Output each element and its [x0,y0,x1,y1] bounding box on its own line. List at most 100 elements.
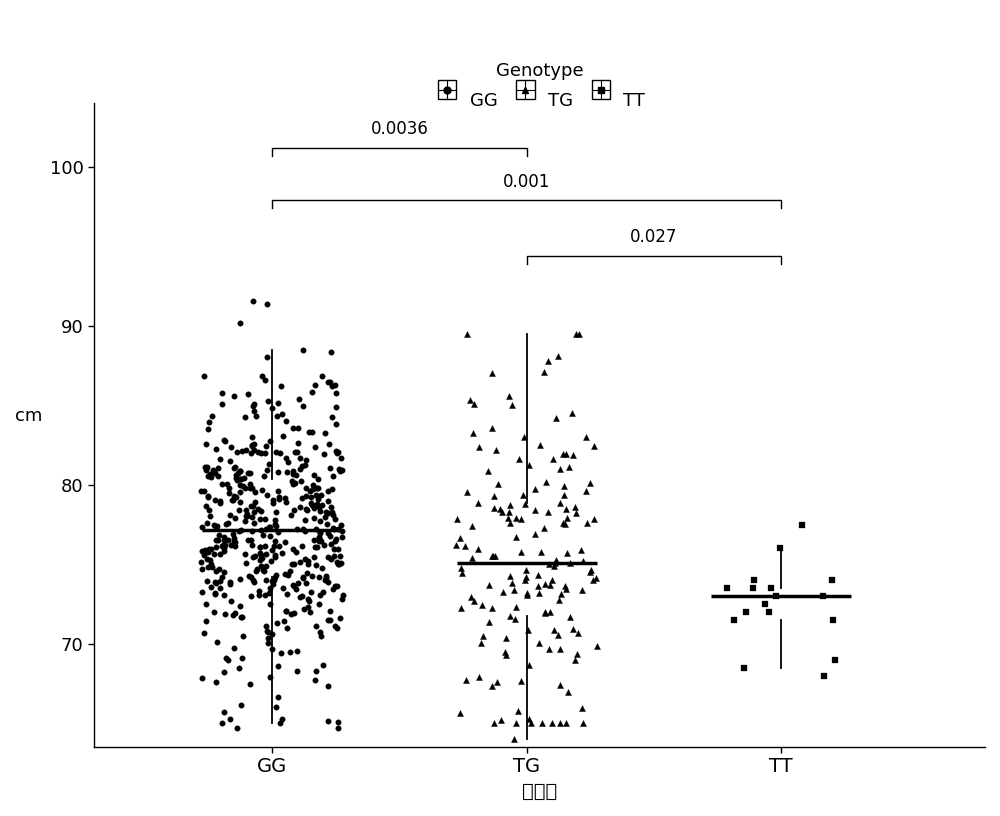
Point [466,397,482,410]
Point [251,588,267,601]
Point [574,583,590,596]
Point [495,585,511,598]
Point [283,508,299,521]
Point [275,581,291,594]
Point [212,574,228,588]
Point [210,462,226,475]
Point [244,511,260,524]
Point [287,446,303,459]
Point [518,563,534,576]
Point [565,448,581,461]
Point [246,575,262,588]
Point [294,539,310,552]
Point [256,565,272,578]
Point [260,631,276,644]
Point [501,389,517,402]
Point [259,624,275,637]
Point [552,679,568,692]
Point [300,557,316,570]
Point [327,620,343,633]
Point [306,551,322,564]
Point [227,512,243,525]
Point [588,572,604,585]
Point [320,613,336,626]
Point [269,410,285,423]
Point [561,460,577,473]
Point [270,525,286,538]
Point [541,642,557,655]
Point [322,530,338,543]
Point [267,517,283,530]
Point [323,501,339,514]
Point [256,469,272,482]
Point [489,676,505,689]
Point [531,636,547,650]
Point [470,496,486,509]
Point [232,572,248,585]
Point [226,534,242,548]
Point [294,590,310,603]
Point [314,370,330,383]
Point [303,585,319,598]
Point [285,465,301,478]
Point [307,440,323,453]
Point [298,481,314,494]
Point [300,555,316,568]
Point [238,509,254,522]
Point [324,483,340,496]
Point [288,545,304,558]
Point [300,601,316,614]
Point [558,583,574,596]
Point [196,626,212,639]
Point [502,570,518,583]
Point [452,707,468,720]
Point [508,512,524,525]
Point [237,410,253,424]
Point [270,397,286,410]
Point [264,628,280,641]
Point [493,713,509,726]
Point [234,610,250,623]
Point [487,549,503,562]
Point [247,486,263,499]
Point [261,521,277,534]
Point [521,659,537,672]
Point [582,565,598,579]
Point [481,615,497,628]
Point [253,524,269,537]
Point [214,570,230,583]
Point [257,373,273,386]
Point [251,585,267,598]
Point [289,446,305,459]
Point [253,560,269,573]
Point [322,605,338,618]
Point [537,605,553,619]
Point [246,517,262,530]
Point [449,512,465,525]
Point [268,505,284,518]
Point [492,503,508,516]
Point [329,556,345,569]
Point [259,488,275,501]
Point [559,546,575,559]
Point [263,554,279,567]
Point [202,467,218,480]
Point [238,557,254,570]
Point [738,605,754,619]
Point [245,499,261,512]
Point [473,636,489,650]
Point [308,665,324,678]
Point [200,490,216,503]
Point [552,496,568,509]
Point [556,480,572,493]
Point [298,454,314,467]
Point [726,614,742,627]
Point [272,446,288,459]
Point [285,477,301,490]
Point [244,438,260,451]
Text: 0.0036: 0.0036 [370,120,428,138]
Point [193,556,209,569]
Point [289,523,305,536]
Point [532,438,548,451]
Point [323,345,339,358]
